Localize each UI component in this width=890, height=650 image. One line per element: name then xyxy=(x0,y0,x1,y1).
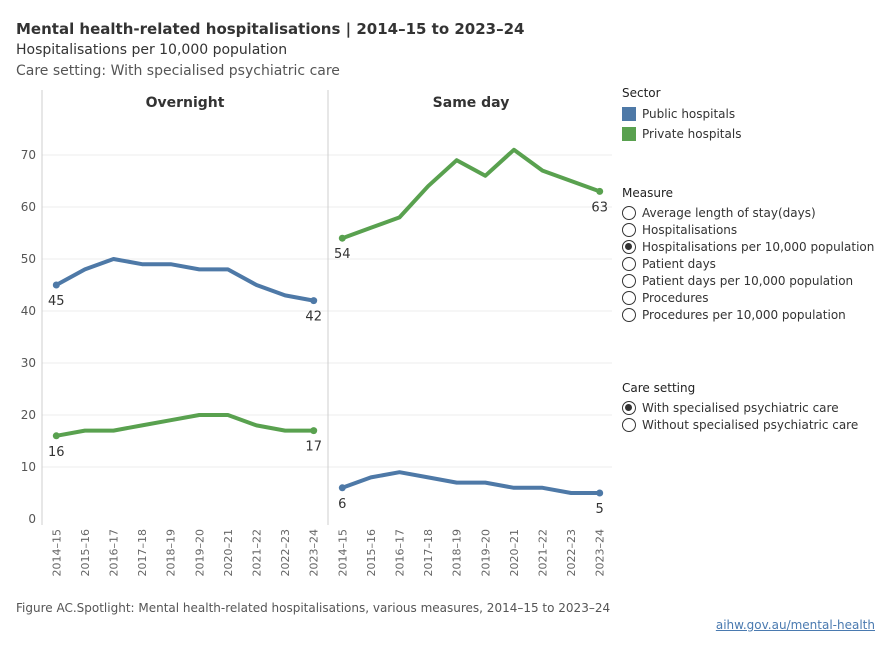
measure-label: Procedures per 10,000 population xyxy=(642,307,846,322)
y-tick-label: 10 xyxy=(21,460,36,474)
end-point xyxy=(52,432,60,440)
data-label: 42 xyxy=(305,310,322,325)
radio-icon[interactable] xyxy=(622,222,636,237)
measure-option-hosp-per-10000[interactable]: Hospitalisations per 10,000 population xyxy=(622,238,874,255)
x-tick-label: 2022–23 xyxy=(565,529,578,577)
x-tick-label: 2017–18 xyxy=(422,529,435,577)
x-tick-label: 2023–24 xyxy=(594,529,607,577)
series-line xyxy=(340,147,602,241)
x-tick-label: 2017–18 xyxy=(136,529,149,577)
data-label: 5 xyxy=(596,502,604,517)
end-point xyxy=(338,484,346,492)
y-tick-label: 70 xyxy=(21,148,36,162)
x-tick-label: 2019–20 xyxy=(193,529,206,577)
radio-icon[interactable] xyxy=(622,273,636,288)
end-point xyxy=(310,297,318,305)
x-tick-label: 2016–17 xyxy=(394,529,407,577)
panel-title: Overnight xyxy=(146,95,225,111)
measure-option-procedures-per-10000[interactable]: Procedures per 10,000 population xyxy=(622,306,874,323)
data-label: 45 xyxy=(48,294,65,309)
measure-selector: Measure Average length of stay(days) Hos… xyxy=(622,186,874,323)
x-tick-label: 2021–22 xyxy=(537,529,550,577)
x-tick-label: 2019–20 xyxy=(479,529,492,577)
radio-icon[interactable] xyxy=(622,256,636,271)
care-option-with[interactable]: With specialised psychiatric care xyxy=(622,399,858,416)
end-point xyxy=(52,281,60,289)
measure-label: Patient days per 10,000 population xyxy=(642,273,854,288)
measure-label: Patient days xyxy=(642,256,716,271)
y-tick-label: 40 xyxy=(21,304,36,318)
x-tick-label: 2021–22 xyxy=(251,529,264,577)
measure-title: Measure xyxy=(622,186,673,200)
x-tick-label: 2018–19 xyxy=(451,529,464,577)
public-swatch xyxy=(622,107,636,121)
end-point xyxy=(338,234,346,242)
data-label: 16 xyxy=(48,445,65,460)
care-setting-title: Care setting xyxy=(622,381,696,395)
radio-icon[interactable] xyxy=(622,307,636,322)
sector-legend-title: Sector xyxy=(622,86,661,100)
x-tick-label: 2014–15 xyxy=(50,529,63,577)
care-setting-selector: Care setting With specialised psychiatri… xyxy=(622,381,858,433)
care-option-without[interactable]: Without specialised psychiatric care xyxy=(622,416,858,433)
line-chart: 0 10 20 30 40 50 60 70 Overnight 2014–15 2015–16 20… xyxy=(21,90,612,577)
data-label: 6 xyxy=(338,497,346,512)
radio-icon[interactable] xyxy=(622,290,636,305)
end-point xyxy=(596,187,604,195)
panel-title: Same day xyxy=(433,95,510,111)
y-tick-label: 60 xyxy=(21,200,36,214)
y-tick-label: 50 xyxy=(21,252,36,266)
measure-option-alos[interactable]: Average length of stay(days) xyxy=(622,204,874,221)
radio-selected-icon[interactable] xyxy=(622,400,636,415)
figure-caption: Figure AC.Spotlight: Mental health-relat… xyxy=(16,601,611,615)
x-tick-label: 2022–23 xyxy=(279,529,292,577)
y-tick-label: 0 xyxy=(28,512,36,526)
legend-label-public: Public hospitals xyxy=(642,107,736,121)
x-tick-label: 2014–15 xyxy=(336,529,349,577)
measure-option-hospitalisations[interactable]: Hospitalisations xyxy=(622,221,874,238)
x-tick-label: 2015–16 xyxy=(365,529,378,577)
radio-icon[interactable] xyxy=(622,205,636,220)
measure-label: Average length of stay(days) xyxy=(642,205,816,220)
series-line xyxy=(54,413,316,438)
care-label: With specialised psychiatric care xyxy=(642,400,839,415)
series-line xyxy=(340,470,602,495)
end-point xyxy=(310,427,318,435)
care-setting-subtitle: Care setting: With specialised psychiatr… xyxy=(16,63,340,79)
data-label: 17 xyxy=(305,440,322,455)
measure-option-patient-days[interactable]: Patient days xyxy=(622,255,874,272)
chart-title: Mental health-related hospitalisations |… xyxy=(16,20,525,38)
source-link[interactable]: aihw.gov.au/mental-health xyxy=(715,618,875,632)
x-tick-label: 2018–19 xyxy=(165,529,178,577)
data-label: 54 xyxy=(334,247,351,262)
chart-subtitle: Hospitalisations per 10,000 population xyxy=(16,42,288,58)
x-tick-label: 2015–16 xyxy=(79,529,92,577)
measure-label: Procedures xyxy=(642,290,709,305)
sector-legend: Sector Public hospitals Private hospital… xyxy=(622,86,741,144)
radio-icon[interactable] xyxy=(622,417,636,432)
end-point xyxy=(596,489,604,497)
legend-label-private: Private hospitals xyxy=(642,127,742,141)
x-tick-label: 2020–21 xyxy=(508,529,521,577)
private-swatch xyxy=(622,127,636,141)
y-tick-label: 30 xyxy=(21,356,36,370)
measure-option-patient-days-per-10000[interactable]: Patient days per 10,000 population xyxy=(622,272,874,289)
x-tick-label: 2023–24 xyxy=(308,529,321,577)
radio-selected-icon[interactable] xyxy=(622,239,636,254)
x-tick-label: 2016–17 xyxy=(108,529,121,577)
measure-label: Hospitalisations per 10,000 population xyxy=(642,239,875,254)
data-label: 63 xyxy=(591,200,608,215)
care-label: Without specialised psychiatric care xyxy=(642,417,859,432)
x-tick-label: 2020–21 xyxy=(222,529,235,577)
series-line xyxy=(54,257,316,303)
measure-label: Hospitalisations xyxy=(642,222,738,237)
legend-item-public[interactable]: Public hospitals xyxy=(622,104,741,124)
measure-option-procedures[interactable]: Procedures xyxy=(622,289,874,306)
y-tick-label: 20 xyxy=(21,408,36,422)
legend-item-private[interactable]: Private hospitals xyxy=(622,124,741,144)
